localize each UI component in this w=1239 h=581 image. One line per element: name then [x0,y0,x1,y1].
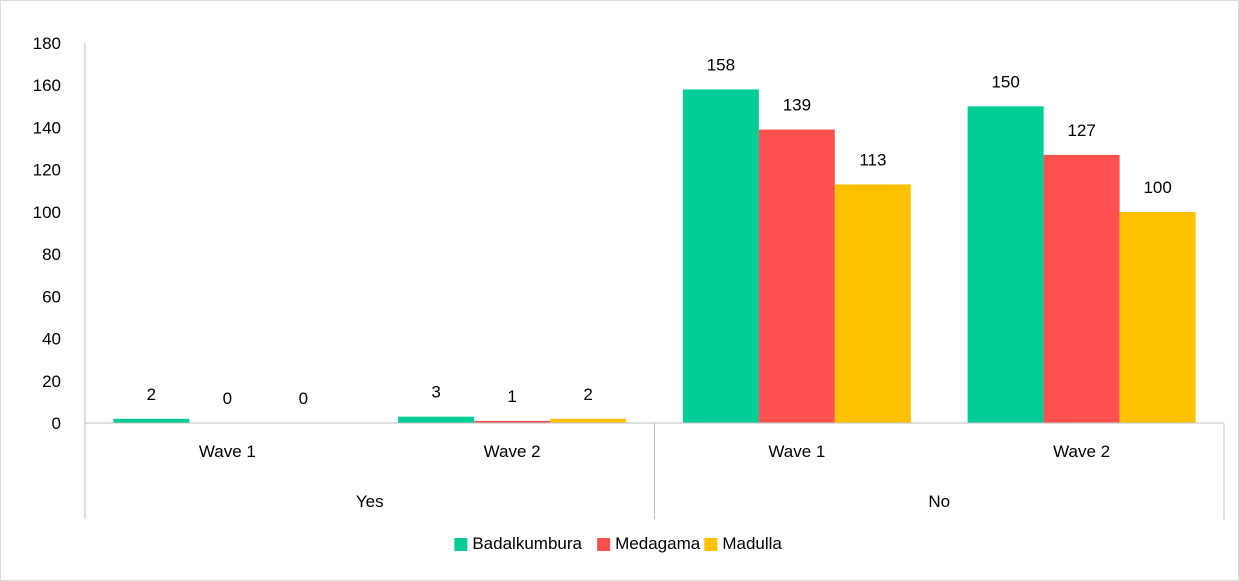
y-tick-label: 120 [33,161,61,180]
legend-label: Madulla [722,534,782,553]
x-group-label: No [928,492,950,511]
bar-medagama [1043,154,1120,423]
data-label: 139 [783,96,811,115]
legend-swatch [597,538,611,551]
bar-madulla [550,418,627,423]
x-category-label: Wave 1 [768,442,825,461]
legend-swatch [454,538,468,551]
legend-swatch [704,538,718,551]
x-category-label: Wave 1 [199,442,256,461]
bar-medagama [758,129,835,424]
data-label: 0 [223,389,232,408]
x-axis: Wave 1 Wave 2 Wave 1 Wave 2 Yes No [84,422,1225,519]
bar-badalkumbura [967,106,1044,423]
bar-medagama [474,420,551,423]
y-tick-label: 20 [42,372,61,391]
y-axis: 0 20 40 60 80 100 120 140 160 180 [33,34,86,433]
data-label: 2 [147,385,156,404]
data-label: 0 [299,389,308,408]
data-label: 150 [991,72,1019,91]
data-label: 127 [1067,121,1095,140]
y-tick-label: 40 [42,330,61,349]
bar-badalkumbura [398,416,475,423]
legend-label: Medagama [615,534,701,553]
y-tick-label: 180 [33,34,61,53]
y-tick-label: 80 [42,245,61,264]
y-tick-label: 100 [33,203,61,222]
data-label: 2 [583,385,592,404]
data-label: 1 [507,387,516,406]
data-label: 158 [707,55,735,74]
y-tick-label: 160 [33,76,61,95]
bar-madulla [834,184,911,423]
y-tick-label: 140 [33,118,61,137]
data-label: 3 [431,383,440,402]
y-tick-label: 0 [52,414,61,433]
legend: Badalkumbura Medagama Madulla [454,534,782,553]
bars-layer [113,89,1196,424]
bar-madulla [1119,211,1196,423]
data-label: 113 [859,150,886,169]
y-tick-label: 60 [42,287,61,306]
x-group-label: Yes [356,492,384,511]
data-labels-layer: 2 0 0 3 1 2 158 139 113 150 127 100 [147,55,1172,408]
bar-badalkumbura [682,89,759,423]
x-category-label: Wave 2 [484,442,541,461]
x-category-label: Wave 2 [1053,442,1110,461]
legend-label: Badalkumbura [472,534,582,553]
bar-badalkumbura [113,418,190,423]
data-label: 100 [1143,178,1171,197]
